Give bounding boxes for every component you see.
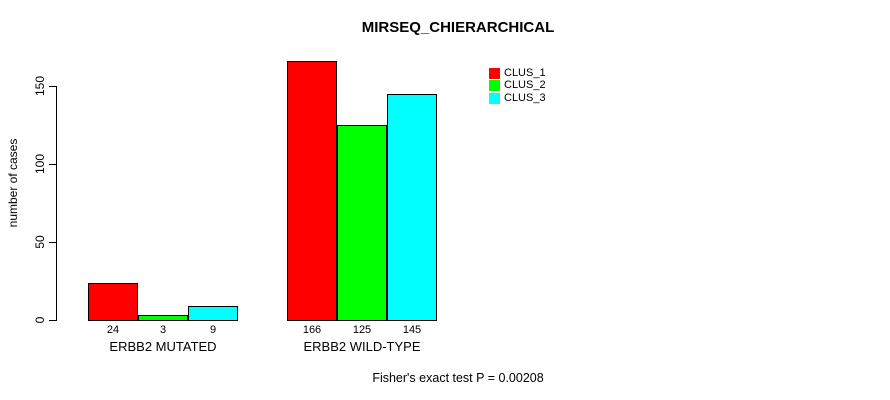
legend-label: CLUS_1 xyxy=(504,67,546,79)
x-category-label: ERBB2 MUTATED xyxy=(109,339,217,354)
bar-value-label: 3 xyxy=(159,324,167,336)
y-axis-tick xyxy=(49,242,57,243)
bar-value-label: 145 xyxy=(402,324,422,336)
legend-swatch-clus_1 xyxy=(489,68,500,79)
y-tick-label: 0 xyxy=(33,316,47,324)
bar-value-label: 9 xyxy=(209,324,217,336)
bar-value-label: 166 xyxy=(302,324,322,336)
y-axis-tick xyxy=(49,86,57,87)
y-tick-label: 150 xyxy=(33,75,47,97)
y-axis-tick xyxy=(49,320,57,321)
x-category-label: ERBB2 WILD-TYPE xyxy=(303,339,421,354)
y-axis-tick xyxy=(49,164,57,165)
bar-clus_2-erbb2-mutated xyxy=(138,315,188,321)
y-tick-label: 100 xyxy=(33,153,47,175)
bar-clus_2-erbb2-wild-type xyxy=(337,125,387,321)
stat-annotation: Fisher's exact test P = 0.00208 xyxy=(372,371,544,385)
legend-swatch-clus_2 xyxy=(489,80,500,92)
y-axis-line xyxy=(56,86,57,321)
y-tick-label: 50 xyxy=(33,235,47,249)
bar-value-label: 125 xyxy=(352,324,372,336)
chart-title: MIRSEQ_CHIERARCHICAL xyxy=(361,19,555,36)
bar-clus_3-erbb2-mutated xyxy=(188,306,238,321)
legend-swatch-clus_3 xyxy=(489,92,500,104)
bar-clus_3-erbb2-wild-type xyxy=(387,94,437,321)
legend-label: CLUS_2 xyxy=(504,79,546,92)
bar-clus_1-erbb2-mutated xyxy=(88,283,138,321)
legend-label: CLUS_3 xyxy=(504,91,546,104)
bar-value-label: 24 xyxy=(106,324,120,336)
bar-clus_1-erbb2-wild-type xyxy=(287,61,337,321)
